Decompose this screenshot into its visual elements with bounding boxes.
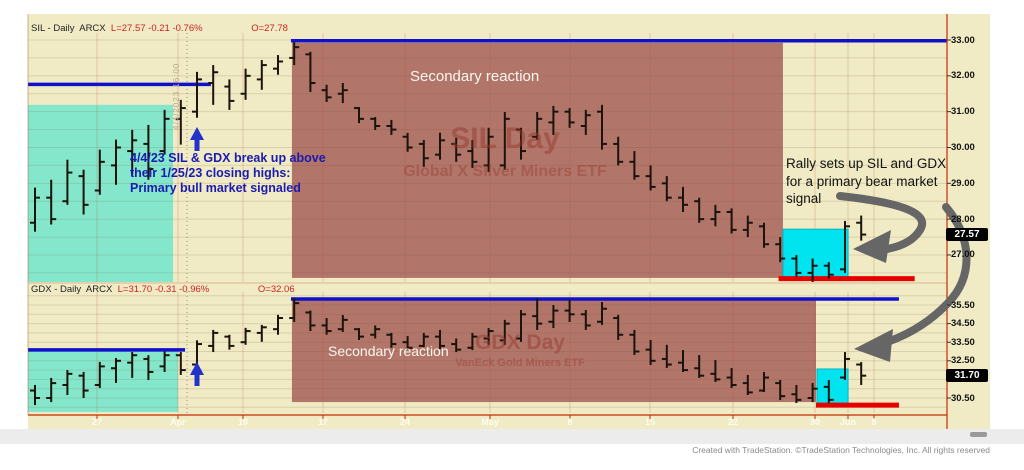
sil-price-bars <box>30 42 867 282</box>
gdx-secondary-reaction-label: Secondary reaction <box>328 343 449 359</box>
date-label-22: 22 <box>727 417 739 427</box>
sil-last-price-badge: 27.57 <box>946 228 988 241</box>
price-label-31.00: 31.00 <box>951 106 975 118</box>
bear-arrow-top-head <box>853 230 891 263</box>
sil-quote-label: L=27.57 -0.21 -0.76% <box>110 23 203 34</box>
date-label-30: 30 <box>809 417 821 427</box>
date-label-8: 8 <box>567 417 573 427</box>
scrollbar-thumb[interactable] <box>970 432 987 437</box>
gdx-header: GDX - Daily ARCX L=31.70 -0.31 -0.96% O=… <box>31 284 295 295</box>
date-label-May: May <box>481 417 499 427</box>
sil-symbol-label: SIL - Daily <box>31 23 75 34</box>
gdx-watermark-title: GDX Day <box>475 331 565 354</box>
gdx-accumulation-zone <box>28 350 179 412</box>
gdx-symbol-label: GDX - Daily <box>31 284 82 295</box>
gdx-exchange-label: ARCX <box>85 284 113 295</box>
sil-rally-zone <box>782 228 849 279</box>
price-label-30.00: 30.00 <box>951 141 975 153</box>
gdx-watermark-subtitle: VanEck Gold Miners ETF <box>455 357 585 369</box>
sil-open-label: O=27.78 <box>251 23 288 34</box>
date-label-5: 5 <box>871 417 877 427</box>
gdx-breakout-up-arrow <box>190 362 204 386</box>
price-label-33.50: 33.50 <box>951 336 975 348</box>
date-label-10: 10 <box>237 417 249 427</box>
sil-secondary-reaction-label: Secondary reaction <box>410 68 540 85</box>
bear-arrow-top <box>836 192 926 255</box>
bear-setup-annotation: Rally sets up SIL and GDX for a primary … <box>786 156 947 206</box>
sil-secondary-reaction-zone <box>291 42 783 278</box>
price-label-34.50: 34.50 <box>951 318 975 330</box>
scrollbar-track[interactable] <box>0 429 1024 444</box>
price-label-32.50: 32.50 <box>951 355 975 367</box>
price-label-35.50: 35.50 <box>951 299 975 311</box>
date-label-24: 24 <box>399 417 411 427</box>
price-label-27.00: 27.00 <box>951 249 975 261</box>
sil-exchange-label: ARCX <box>79 23 106 34</box>
sil-watermark-subtitle: Global X Silver Miners ETF <box>403 163 607 180</box>
date-label-27: 27 <box>91 417 103 427</box>
price-label-29.00: 29.00 <box>951 177 975 189</box>
sil-watermark-title: SIL Day <box>450 122 560 155</box>
sil-breakout-up-arrow <box>190 127 204 151</box>
gdx-price-bars <box>30 297 867 406</box>
gdx-open-label: O=32.06 <box>257 284 295 295</box>
bull-signal-annotation: 4/4/23 SIL & GDX break up above their 1/… <box>130 151 326 195</box>
date-label-17: 17 <box>317 417 329 427</box>
price-label-28.00: 28.00 <box>951 213 975 225</box>
date-label-Apr: Apr <box>170 417 186 427</box>
date-label-Jun: Jun <box>839 417 857 427</box>
gdx-rally-zone <box>816 368 849 405</box>
event-timestamp-label: 4/4/2023 16:00 <box>172 62 181 130</box>
price-label-33.00: 33.00 <box>951 34 975 46</box>
date-label-15: 15 <box>644 417 656 427</box>
gdx-quote-label: L=31.70 -0.31 -0.96% <box>117 284 210 295</box>
gdx-last-price-badge: 31.70 <box>946 369 988 382</box>
copyright-notice: Created with TradeStation. ©TradeStation… <box>692 445 990 455</box>
price-label-30.50: 30.50 <box>951 392 975 404</box>
sil-header: SIL - Daily ARCX L=27.57 -0.21 -0.76% O=… <box>31 23 288 34</box>
bear-arrow-bottom-head <box>854 329 893 362</box>
price-label-32.00: 32.00 <box>951 70 975 82</box>
